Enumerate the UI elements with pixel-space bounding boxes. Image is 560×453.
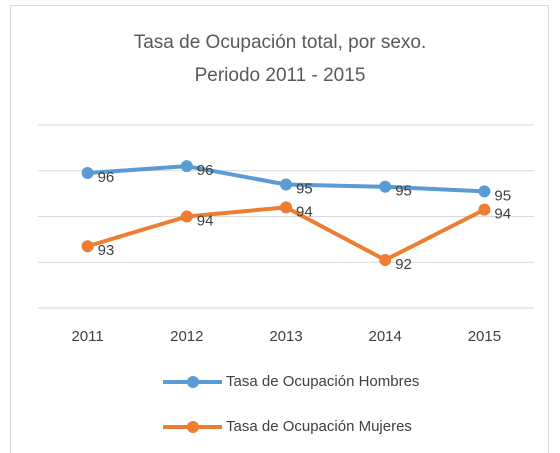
chart-title: Tasa de Ocupación total, por sexo.: [134, 32, 427, 53]
data-label: 92: [395, 256, 412, 273]
data-point: [81, 167, 94, 180]
data-point: [379, 180, 392, 193]
x-tick-label: 2011: [71, 328, 103, 345]
chart-border: [10, 5, 549, 453]
data-label: 94: [197, 212, 214, 229]
chart-subtitle: Periodo 2011 - 2015: [195, 65, 366, 86]
data-point: [379, 253, 392, 266]
data-point: [478, 185, 491, 198]
data-label: 95: [296, 180, 313, 197]
x-tick-label: 2012: [170, 328, 203, 345]
data-point: [478, 203, 491, 216]
data-point: [280, 201, 292, 214]
legend-label: Tasa de Ocupación Hombres: [226, 373, 419, 390]
legend-marker: [187, 421, 199, 433]
data-point: [280, 178, 292, 191]
data-label: 96: [98, 169, 115, 186]
legend-label: Tasa de Ocupación Mujeres: [226, 418, 412, 435]
data-label: 95: [494, 187, 511, 204]
x-tick-label: 2013: [269, 328, 302, 345]
data-point: [180, 210, 193, 223]
data-label: 93: [98, 242, 115, 259]
data-label: 96: [197, 162, 214, 179]
data-label: 94: [494, 206, 511, 223]
legend-marker: [187, 376, 199, 388]
data-point: [81, 240, 94, 253]
x-tick-label: 2014: [369, 328, 402, 345]
data-label: 94: [296, 203, 313, 220]
data-point: [180, 160, 193, 173]
data-label: 95: [395, 183, 412, 200]
x-tick-label: 2015: [468, 328, 501, 345]
